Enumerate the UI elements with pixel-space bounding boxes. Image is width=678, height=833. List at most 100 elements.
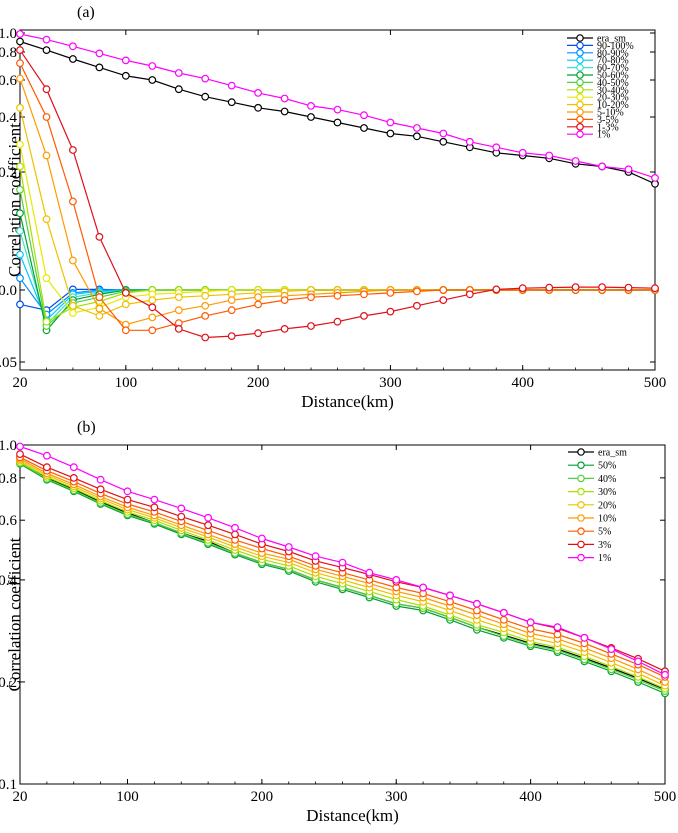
legend-marker [576,56,584,65]
x-tick-label: 400 [511,375,534,391]
data-point [177,504,186,513]
data-point [42,85,51,94]
data-point [307,113,315,121]
data-point [95,293,104,302]
data-point [492,285,501,294]
data-point [307,101,315,110]
data-point [465,137,474,146]
legend-marker [576,115,584,124]
data-point [365,568,374,577]
data-point [338,558,347,567]
data-point [121,289,130,297]
data-point [201,312,210,320]
data-point [360,124,368,132]
y-tick-label: 0.4 [0,110,18,126]
data-point [254,293,263,302]
legend-label: 50% [598,461,616,472]
data-point [68,146,77,154]
panel-label: (a) [77,4,95,21]
data-point [580,633,589,642]
data-point [651,284,659,293]
legend-marker [576,108,584,116]
legend: era_sm 50% 40% 30% 20% 10% 5% 3% 1% [568,448,627,564]
y-tick-label: 0.2 [0,165,17,181]
data-point [204,513,213,522]
data-point [227,332,236,341]
x-tick-label: 500 [644,375,667,391]
data-point [634,657,642,666]
legend-marker [576,93,584,102]
data-point [16,30,24,38]
legend-label: 3% [598,540,611,551]
legend-label: 90-100% [597,41,634,52]
data-point [254,329,263,338]
data-point [16,46,24,54]
data-point [16,140,24,149]
legend-label: 30-40% [597,85,629,96]
data-point [43,451,51,460]
data-point [280,107,289,116]
data-point [227,296,236,305]
chart-panel-b: 20 100 200 300 400 500 1.0 0.8 0.6 0.4 0.2 0.1 Dista… [0,419,676,825]
legend-label: 1-3% [597,122,619,133]
data-point [68,55,77,63]
data-point [148,313,157,322]
y-tick-label: 0.8 [0,471,17,487]
legend-label: era_sm [598,448,627,459]
data-point [553,623,562,632]
x-axis-title: Distance(km) [306,806,399,825]
data-point [473,599,481,608]
data-point [68,42,77,51]
data-point [43,463,51,472]
data-point [42,274,51,283]
series-1-3% [16,46,659,342]
data-point [42,151,51,160]
data-point [446,597,454,606]
data-point [42,46,51,54]
data-point [123,495,132,504]
data-point [16,250,24,259]
data-point [446,591,454,600]
data-point [499,615,508,624]
data-point [333,317,342,326]
legend-marker [577,527,585,536]
data-point [95,312,104,320]
data-point [386,307,395,316]
data-point [571,283,580,292]
data-point [150,503,159,512]
data-point [465,290,474,299]
data-point [96,475,105,484]
legend-marker [577,448,585,456]
legend-marker [577,514,585,522]
data-point [16,162,24,171]
data-point [150,495,159,504]
y-tick-label: 0.6 [0,513,18,529]
legend: era_sm90-100%80-90%70-80%60-70%50-60%40-… [567,34,634,141]
legend-label: 20-30% [597,93,629,104]
data-point [16,450,24,459]
data-point [307,293,315,302]
data-point [148,76,157,84]
data-point [598,162,606,171]
legend-label: 50-60% [597,71,629,82]
data-point [413,287,421,296]
data-point [121,71,130,80]
data-point [121,56,130,65]
data-point [439,129,448,138]
data-point [661,670,669,679]
data-point [174,306,183,315]
legend-label: 5% [598,527,611,538]
data-point [392,576,401,584]
series-1% [16,30,659,182]
data-point [386,289,395,297]
data-point [148,62,157,70]
series-60-70% [16,227,659,329]
data-point [16,300,24,309]
data-point [16,185,24,194]
data-point [624,165,633,174]
series-40-50% [16,185,659,330]
data-point [280,325,289,333]
y-tick-label: 1.0 [0,438,17,454]
data-point [360,290,368,299]
